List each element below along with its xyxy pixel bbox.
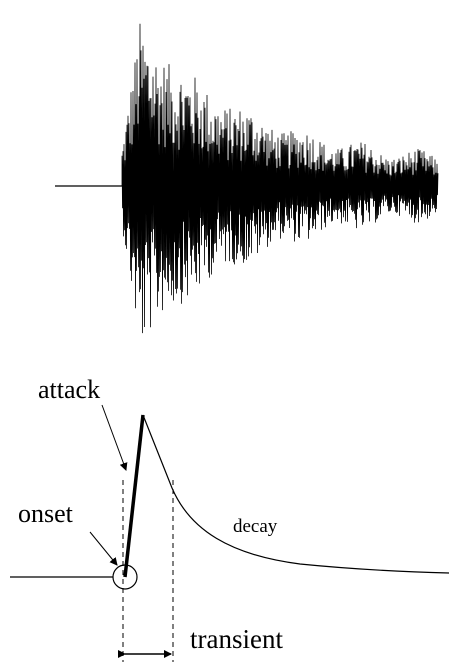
onset-pointer bbox=[89, 531, 118, 566]
attack-line bbox=[123, 414, 145, 578]
attack-pointer bbox=[101, 404, 128, 471]
transient-label: transient bbox=[190, 624, 283, 654]
onset-label: onset bbox=[18, 499, 74, 528]
attack-label: attack bbox=[38, 375, 100, 404]
waveform bbox=[121, 23, 439, 334]
decay-label: decay bbox=[233, 516, 278, 537]
decay-curve bbox=[142, 414, 449, 574]
